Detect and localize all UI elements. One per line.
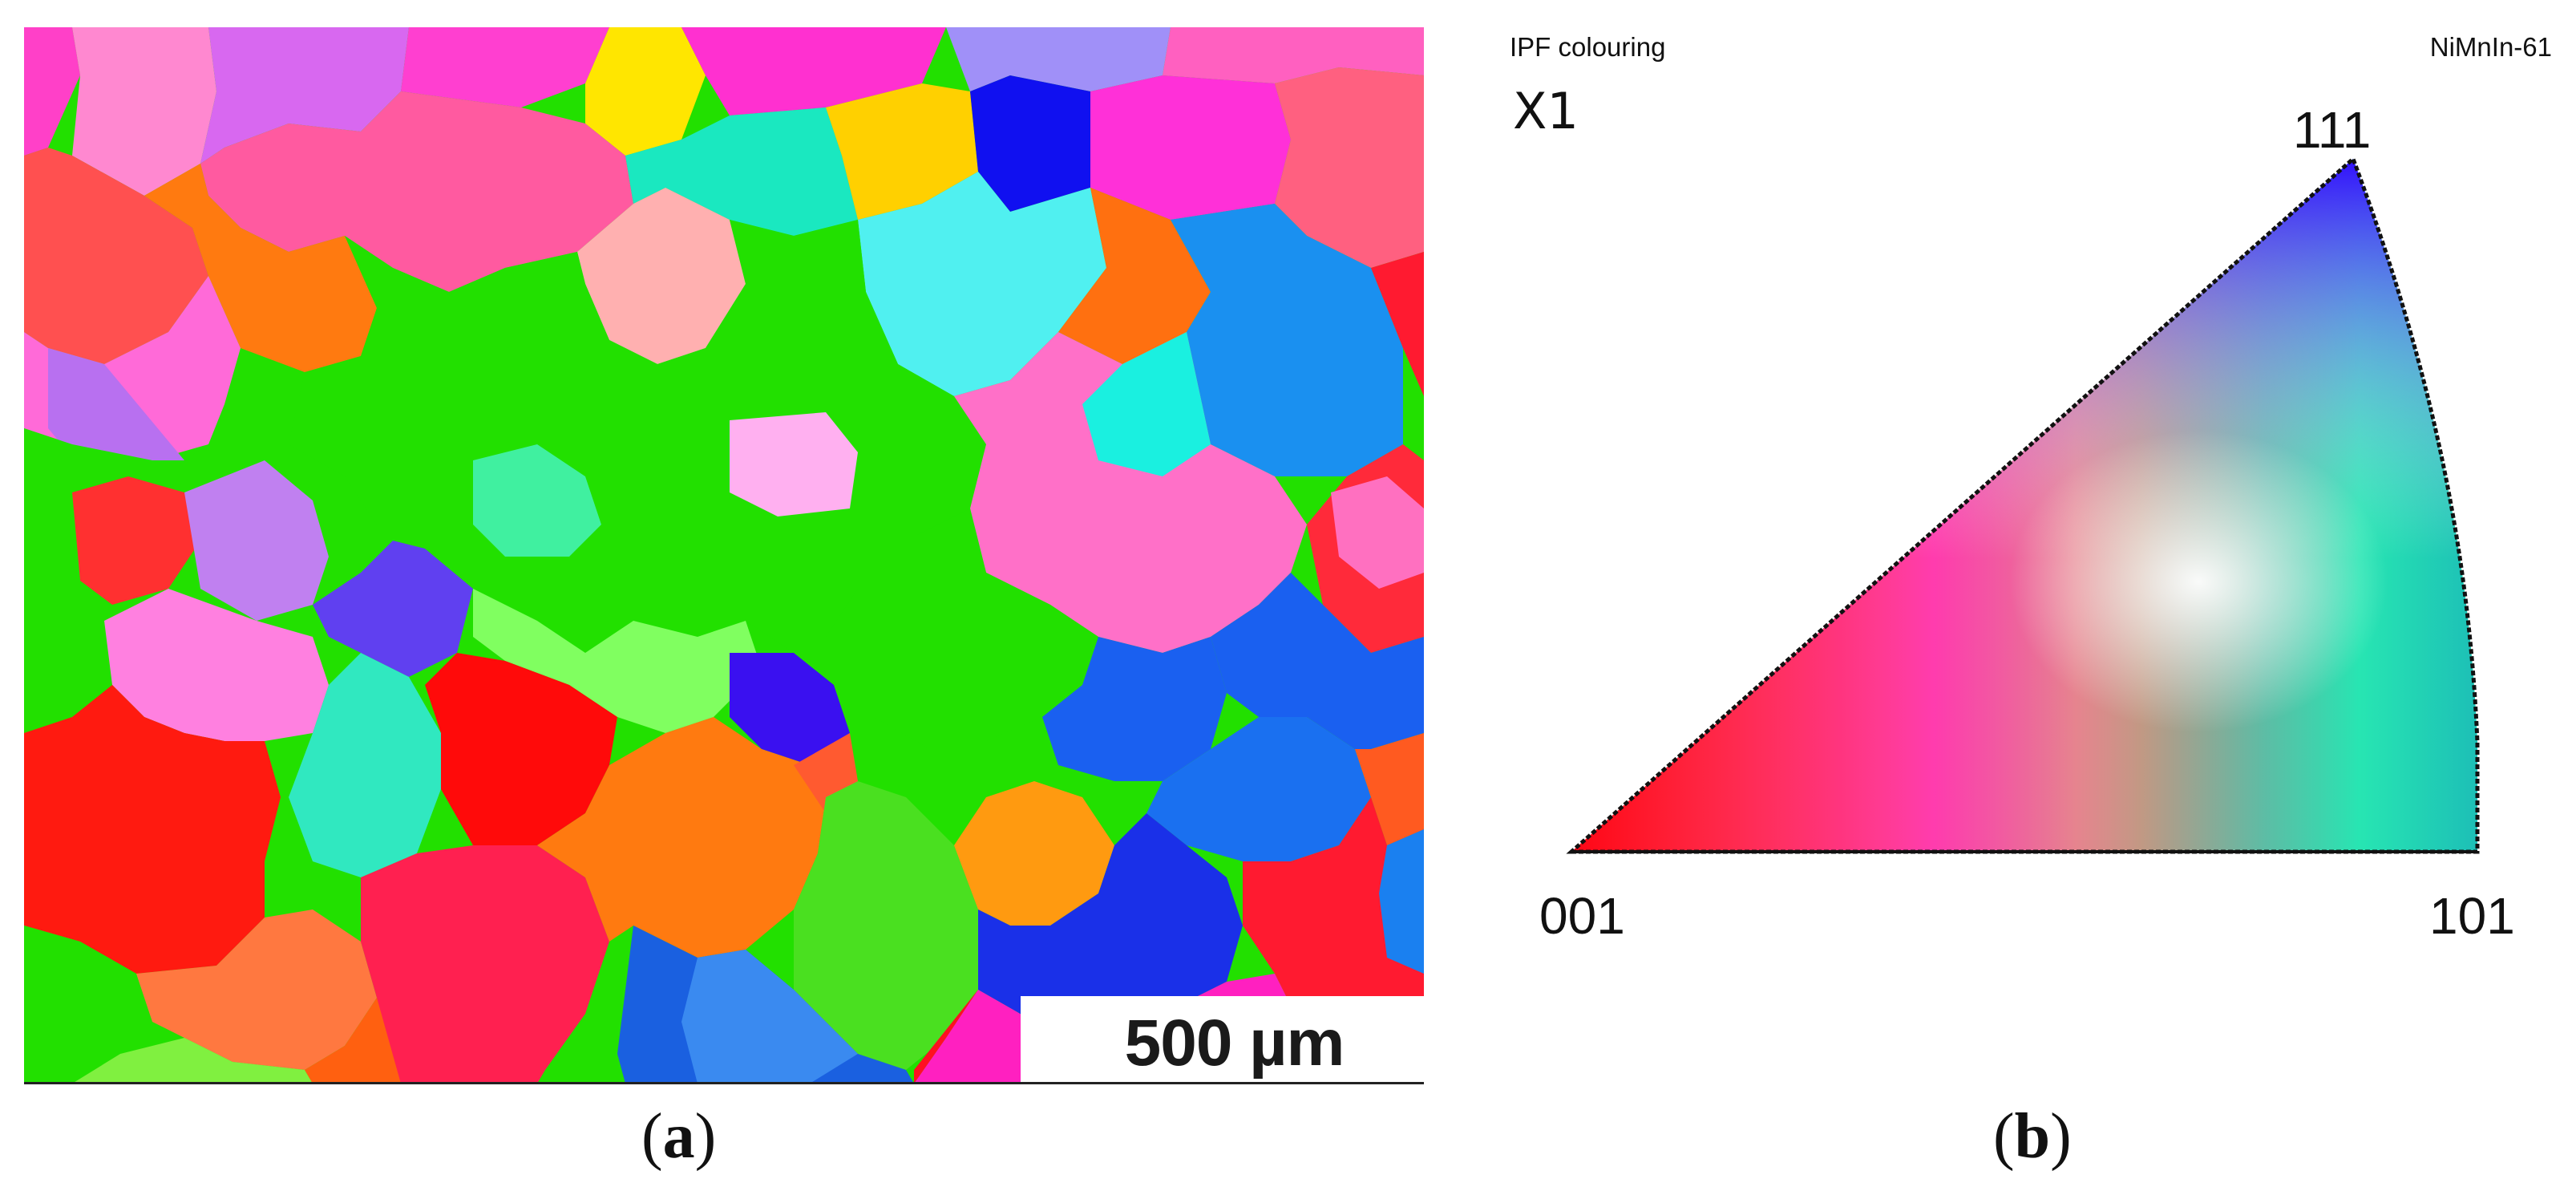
corner-label-111: 111	[2293, 101, 2372, 159]
grain	[537, 717, 826, 958]
grain	[1371, 252, 1424, 396]
map-frame-line	[24, 1082, 1424, 1084]
grain	[200, 91, 633, 292]
panel-b-caption: (b)	[1993, 1101, 2072, 1172]
grain	[72, 1038, 313, 1084]
grain	[826, 83, 978, 220]
grain	[954, 332, 1307, 653]
panel-a-caption: (a)	[641, 1101, 717, 1172]
grain	[625, 107, 858, 236]
grain	[425, 653, 617, 845]
corner-label-101: 101	[2429, 887, 2515, 945]
grain	[1163, 27, 1424, 83]
grain	[914, 990, 978, 1084]
grain	[200, 27, 409, 164]
scale-bar-label: 500 µm	[1124, 1007, 1345, 1080]
grain	[1042, 637, 1227, 781]
corner-label-001: 001	[1539, 887, 1625, 945]
panel-a-letter: a	[662, 1101, 695, 1172]
grain	[954, 781, 1114, 926]
grain	[1331, 476, 1424, 589]
grain	[24, 926, 152, 1084]
grain	[681, 27, 946, 115]
grain	[585, 27, 706, 156]
grain	[978, 813, 1243, 1022]
grain	[730, 653, 850, 765]
ipf-key-triangle	[1566, 155, 2480, 854]
grain	[24, 148, 208, 364]
grain	[24, 685, 281, 974]
ipf-triangle-outline	[1566, 155, 2480, 854]
ipf-colouring-title: IPF colouring	[1510, 32, 1666, 62]
scale-bar: 500 µm	[1021, 996, 1424, 1084]
grain-map-svg	[24, 27, 1424, 1084]
grain	[184, 460, 329, 621]
grain	[305, 998, 401, 1084]
grain	[48, 348, 184, 476]
grain	[72, 27, 216, 196]
grain	[970, 75, 1090, 212]
panel-b-letter: b	[2014, 1101, 2051, 1172]
grain	[858, 172, 1106, 396]
grain	[401, 27, 609, 107]
grain	[473, 589, 762, 733]
grain	[1379, 829, 1424, 974]
grain	[313, 541, 473, 677]
grain	[289, 220, 986, 653]
grain	[104, 589, 329, 741]
grain	[361, 845, 609, 1084]
grain	[1058, 188, 1211, 364]
grain	[72, 476, 200, 605]
grain	[1211, 573, 1424, 749]
grain	[577, 188, 746, 364]
grain	[1082, 332, 1211, 476]
sample-direction: X1	[1513, 82, 1579, 140]
grain	[1090, 75, 1291, 220]
grain	[144, 164, 377, 372]
grain	[946, 27, 1171, 91]
grain	[473, 444, 601, 557]
grain	[136, 909, 377, 1070]
grain	[1275, 67, 1424, 268]
grain	[730, 412, 858, 517]
grain	[794, 781, 978, 1070]
ebsd-orientation-map: 500 µm	[24, 27, 1424, 1084]
phase-name: NiMnIn-61	[2429, 32, 2552, 62]
grain	[1146, 717, 1371, 861]
ipf-color-fill	[1571, 159, 2477, 852]
grain	[850, 508, 1098, 749]
grain	[289, 653, 441, 877]
grain	[24, 27, 80, 156]
grain	[1355, 733, 1424, 845]
grain	[1171, 204, 1403, 476]
grain	[681, 950, 858, 1084]
